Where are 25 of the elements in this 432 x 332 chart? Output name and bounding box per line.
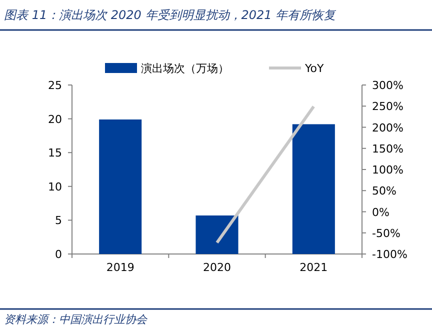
y2-tick-label: 50%	[372, 184, 396, 198]
y-tick-label: 0	[55, 248, 62, 261]
y-tick-label: 20	[48, 112, 62, 126]
y-tick-label: 10	[48, 180, 62, 194]
chart-title: 图表 11：演出场次 2020 年受到明显扰动，2021 年有所恢复	[4, 8, 337, 22]
y2-tick-label: -50%	[372, 226, 400, 240]
y2-tick-label: 250%	[372, 100, 404, 114]
y2-tick-label: 0%	[372, 206, 390, 219]
bar	[196, 215, 238, 254]
bar	[292, 124, 335, 254]
y2-tick-label: 200%	[372, 121, 404, 134]
legend-label: 演出场次（万场）	[141, 62, 229, 75]
y2-tick-label: -100%	[372, 248, 408, 261]
legend-label: YoY	[304, 62, 324, 75]
y-tick-label: 25	[48, 79, 62, 92]
text: 资料来源：中国演出行业协会	[4, 313, 148, 326]
bar	[99, 119, 142, 254]
x-tick-label: 2019	[106, 261, 134, 274]
y2-tick-label: 150%	[372, 142, 404, 156]
x-tick-label: 2020	[203, 261, 231, 274]
y-tick-label: 15	[48, 146, 62, 160]
y-tick-label: 5	[55, 214, 62, 228]
x-tick-label: 2021	[300, 261, 328, 274]
y2-tick-label: 100%	[372, 164, 404, 176]
y2-tick-label: 300%	[372, 79, 404, 92]
